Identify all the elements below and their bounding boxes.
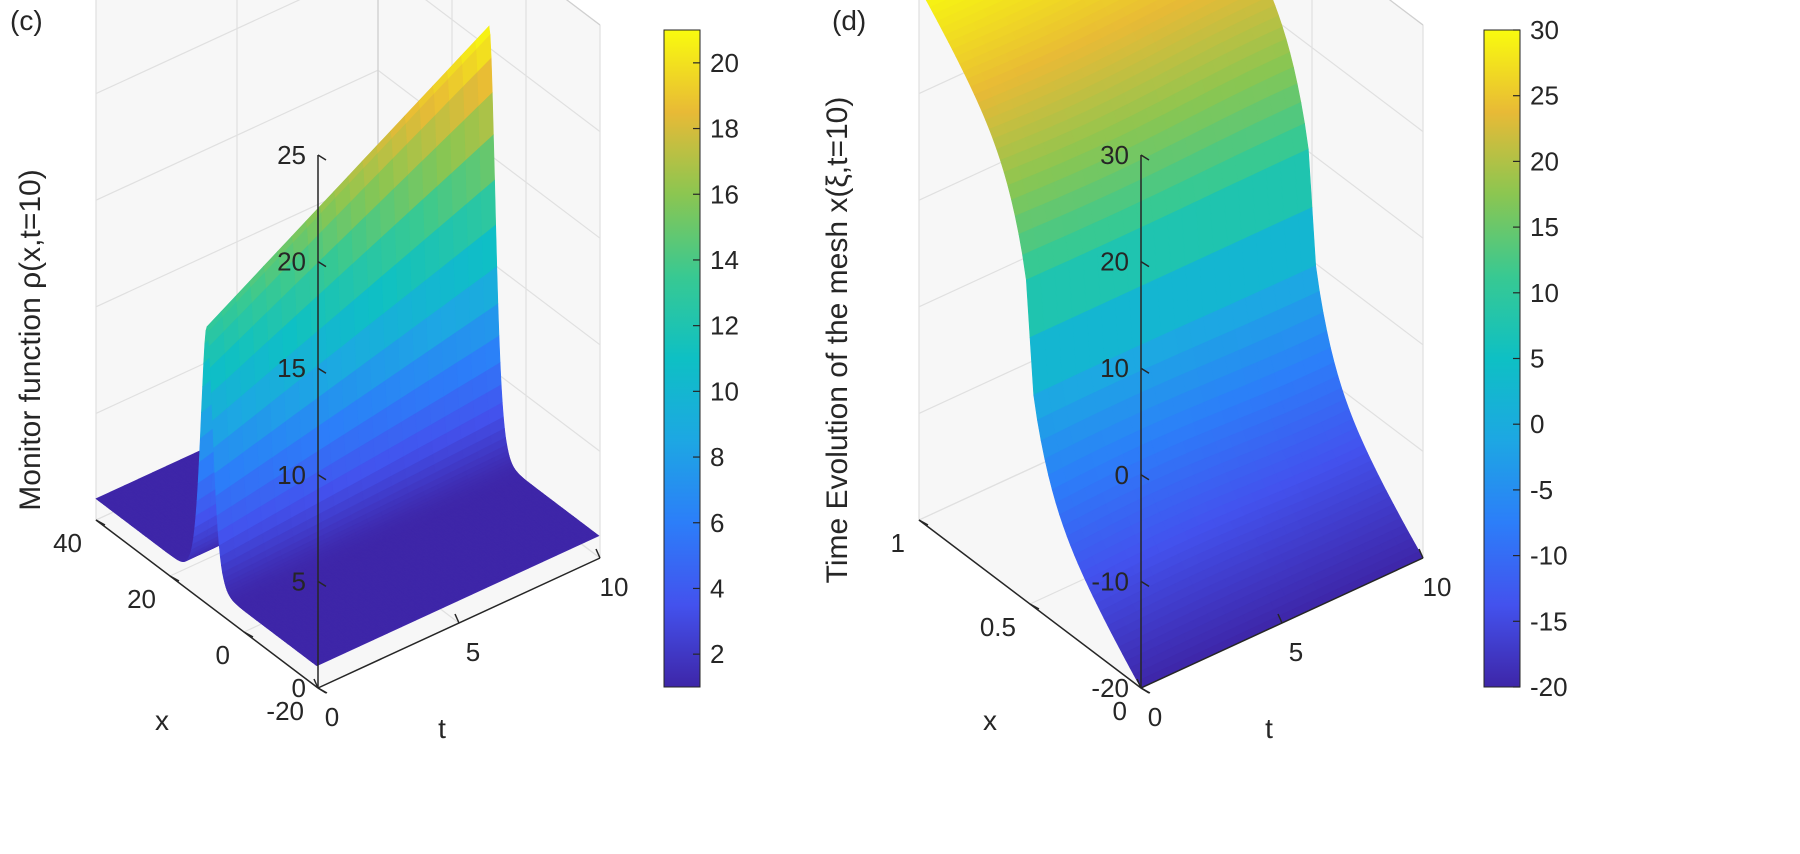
grid-line: [1248, 0, 1424, 133]
colorbar-tick-label: 8: [710, 442, 724, 472]
panel-c-xlabel: x: [155, 705, 169, 736]
panel-label-d: (d): [832, 5, 866, 36]
z-tick-label: 15: [277, 353, 306, 383]
x-tick-label: -20: [266, 696, 304, 726]
panel-c-tlabel: t: [438, 713, 446, 744]
panel-d-surface: [925, 0, 1424, 689]
x-axis-line: [95, 519, 319, 689]
x-tick: [95, 519, 106, 526]
x-tick: [243, 631, 254, 638]
z-tick: [317, 474, 327, 481]
surface-patch: [315, 658, 332, 667]
x-tick: [169, 575, 180, 582]
z-tick-label: 10: [277, 460, 306, 490]
grid-line: [95, 69, 379, 201]
colorbar-tick-label: 16: [710, 179, 739, 209]
z-tick-label: 25: [277, 140, 306, 170]
panel-c-zlabel: Monitor function ρ(x,t=10): [14, 169, 47, 510]
z-tick-label: 20: [277, 247, 306, 277]
z-tick: [317, 580, 327, 588]
t-tick: [454, 613, 460, 624]
x-tick-label: 20: [127, 584, 156, 614]
colorbar-tick-label: 4: [710, 573, 724, 603]
z-tick: [317, 260, 327, 268]
colorbar-tick-label: 20: [710, 48, 739, 78]
grid-line: [95, 0, 301, 95]
colorbar-tick-label: 2: [710, 639, 724, 669]
panel-c-colorbar: 2 4 6 8 10 12 14 16 18 20: [663, 29, 739, 688]
colorbar-tick-label: 14: [710, 245, 739, 275]
colorbar-tick-label: 6: [710, 508, 724, 538]
t-tick-label: 10: [600, 572, 629, 602]
z-tick-label: 5: [292, 566, 306, 596]
panel-c-surface: [95, 25, 600, 667]
colorbar-tick-label: 18: [710, 114, 739, 144]
x-tick-label: 0: [216, 640, 230, 670]
t-tick-label: 0: [325, 702, 339, 732]
x-tick-label: 40: [53, 528, 82, 558]
panel-label-c: (c): [10, 5, 43, 36]
z-tick: [317, 154, 327, 161]
t-tick: [313, 678, 319, 689]
colorbar-tick-label: 10: [710, 376, 739, 406]
colorbar-c-ticks: 2 4 6 8 10 12 14 16 18 20: [693, 48, 739, 669]
x-tick: [317, 687, 328, 694]
t-tick: [595, 548, 601, 559]
z-tick: [317, 367, 327, 374]
colorbar-tick-label: 12: [710, 311, 739, 341]
colorbar-c-gradient: [663, 29, 701, 688]
t-tick-label: 5: [466, 637, 480, 667]
z-tick-label: 0: [292, 673, 306, 703]
